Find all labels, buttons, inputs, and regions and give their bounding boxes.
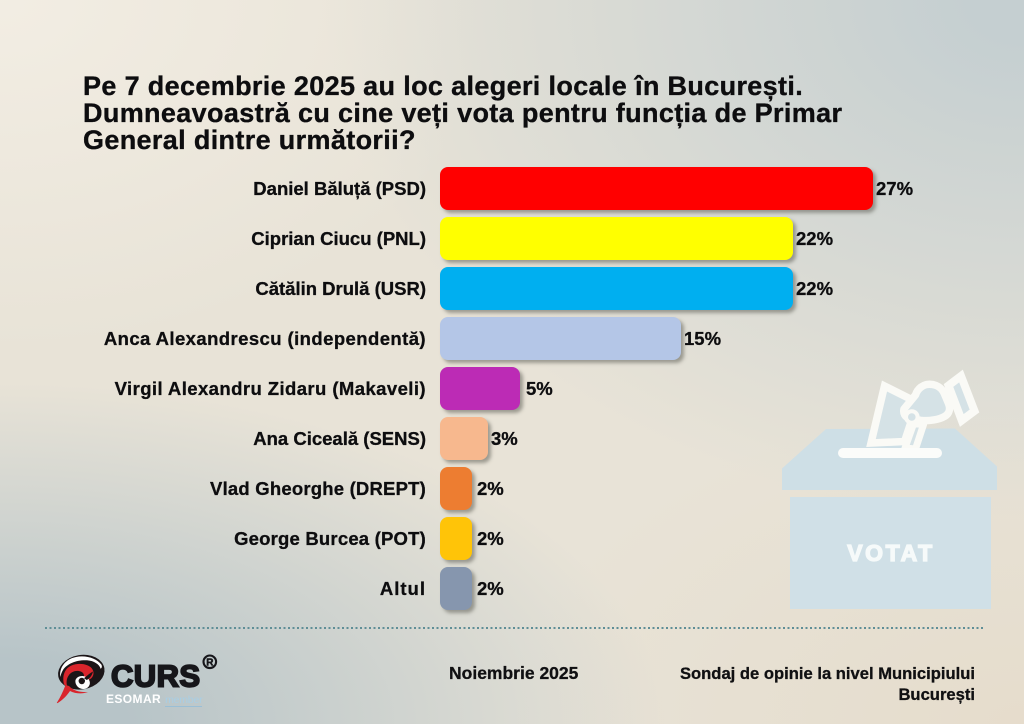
- svg-text:VOTAT: VOTAT: [847, 540, 935, 566]
- svg-text:R: R: [206, 657, 214, 668]
- svg-text:CURS: CURS: [111, 659, 200, 694]
